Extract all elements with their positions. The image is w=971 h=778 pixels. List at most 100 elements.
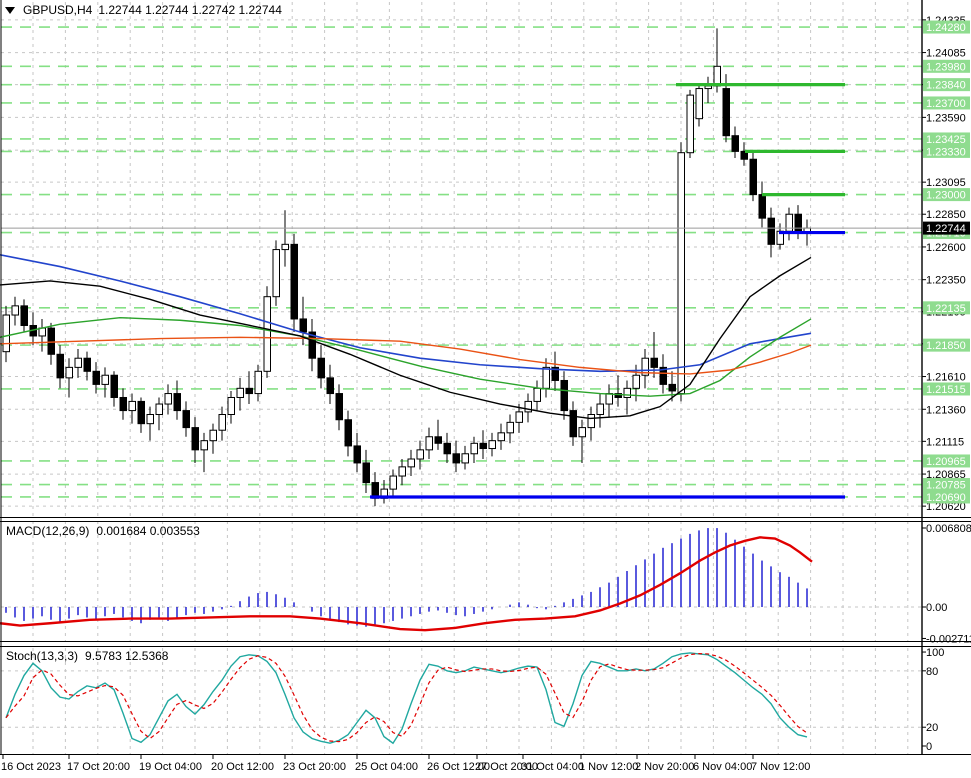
stoch-axis-label: 0 — [926, 741, 932, 753]
candle-body — [74, 357, 82, 368]
candle-body — [38, 327, 46, 337]
candle-body — [263, 296, 271, 372]
candle-body — [110, 374, 118, 398]
price-axis-label: 1.23590 — [926, 112, 966, 124]
candle-body — [794, 213, 802, 234]
candle-body — [641, 357, 649, 376]
price-level-badge-label: 1.23700 — [926, 98, 966, 110]
candle-body — [749, 158, 757, 196]
price-level-badge-label: 1.21850 — [926, 340, 966, 352]
candle-body — [758, 194, 766, 219]
candle-body — [11, 305, 19, 316]
stoch-axis-label: 80 — [926, 666, 938, 678]
price-axis-label: 1.24085 — [926, 48, 966, 60]
candle-body — [443, 442, 451, 455]
ma-green-line — [0, 316, 812, 397]
price-level-badge-label: 1.23425 — [926, 134, 966, 146]
candle-body — [398, 466, 406, 477]
candle-body — [506, 421, 514, 434]
price-level-badge — [923, 96, 970, 110]
ma-black-line — [0, 256, 812, 420]
candle-body — [335, 393, 343, 421]
time-axis-label: 25 Oct 04:00 — [355, 761, 418, 773]
candle-body — [362, 462, 370, 484]
stoch-d-line — [5, 653, 808, 743]
candle-body — [785, 213, 793, 232]
macd-axis-label: -0.002711 — [926, 633, 971, 645]
ma-orange-line — [0, 336, 812, 375]
candle-body — [236, 387, 244, 398]
candle-body — [281, 243, 289, 251]
price-level-badge — [923, 132, 970, 146]
candle-body — [713, 65, 721, 87]
time-axis-label: 17 Oct 20:00 — [67, 761, 130, 773]
candle-body — [191, 427, 199, 451]
chevron-down-icon[interactable] — [5, 6, 15, 14]
candle-body — [623, 387, 631, 398]
candle-body — [686, 94, 694, 154]
candle-body — [632, 374, 640, 389]
candle-body — [92, 370, 100, 385]
candle-body — [767, 217, 775, 245]
candle-body — [326, 377, 334, 395]
candle-body — [551, 366, 559, 381]
candle-body — [569, 410, 577, 438]
time-axis-label: 26 Oct 12:00 — [427, 761, 490, 773]
candle-body — [425, 436, 433, 451]
candle-body — [155, 403, 163, 416]
price-axis-label: 1.21115 — [926, 436, 964, 448]
price-level-badge-label: 1.20965 — [926, 456, 966, 468]
price-level-badge-label: 1.24280 — [926, 22, 966, 34]
macd-params: MACD(12,26,9) — [6, 524, 90, 538]
macd-signal-line — [0, 536, 813, 632]
price-level-badge-label: 1.20690 — [926, 492, 966, 504]
stoch-k-line — [5, 652, 808, 745]
candle-body — [227, 396, 235, 416]
price-level-badge-label: 1.20785 — [926, 480, 966, 492]
price-axis-label: 1.22850 — [926, 209, 966, 221]
stoch-params: Stoch(13,3,3) — [6, 649, 79, 663]
candle-body — [677, 152, 685, 395]
candle-body — [578, 427, 586, 438]
candle-body — [344, 419, 352, 447]
candle-body — [209, 429, 217, 442]
ohlc-quotes: 1.22744 1.22744 1.22742 1.22744 — [98, 3, 282, 17]
candle-body — [587, 414, 595, 429]
price-axis-label: 1.20620 — [926, 501, 966, 513]
price-level-badge — [923, 78, 970, 92]
price-level-badge — [923, 454, 970, 468]
macd-indicator-label: MACD(12,26,9) 0.001684 0.003553 — [6, 524, 200, 538]
candle-body — [146, 414, 154, 425]
candle-body — [254, 370, 262, 395]
macd-values: 0.001684 0.003553 — [96, 524, 200, 538]
candle-body — [128, 400, 136, 412]
price-level-badge — [923, 20, 970, 34]
candle-body — [290, 243, 298, 320]
stoch-axis-label: 20 — [926, 722, 938, 734]
price-level-badge-label: 1.23980 — [926, 61, 966, 73]
candle-body — [731, 135, 739, 152]
candle-body — [389, 475, 397, 490]
time-axis-label: 20 Oct 12:00 — [211, 761, 274, 773]
current-price-badge — [923, 221, 970, 235]
time-axis-label: 19 Oct 04:00 — [139, 761, 202, 773]
macd-axis-label: 0.00 — [926, 602, 947, 614]
candle-body — [722, 88, 730, 137]
price-level-badge — [923, 338, 970, 352]
time-axis-label: 31 Oct 04:00 — [521, 761, 584, 773]
candle-body — [20, 305, 28, 326]
candle-body — [65, 366, 73, 379]
candle-body — [83, 357, 91, 372]
candle-body — [452, 453, 460, 464]
time-axis-label: 27 Oct 20:00 — [475, 761, 538, 773]
candle-body — [119, 396, 127, 412]
candle-body — [461, 453, 469, 464]
time-axis-label: 2 Nov 20:00 — [635, 761, 694, 773]
time-axis-label: 7 Nov 12:00 — [751, 761, 810, 773]
price-level-badge-label: 1.23000 — [926, 190, 966, 202]
candle-body — [407, 458, 415, 468]
price-level-badge — [923, 59, 970, 73]
candle-body — [182, 410, 190, 429]
price-level-badge-label: 1.23330 — [926, 146, 966, 158]
